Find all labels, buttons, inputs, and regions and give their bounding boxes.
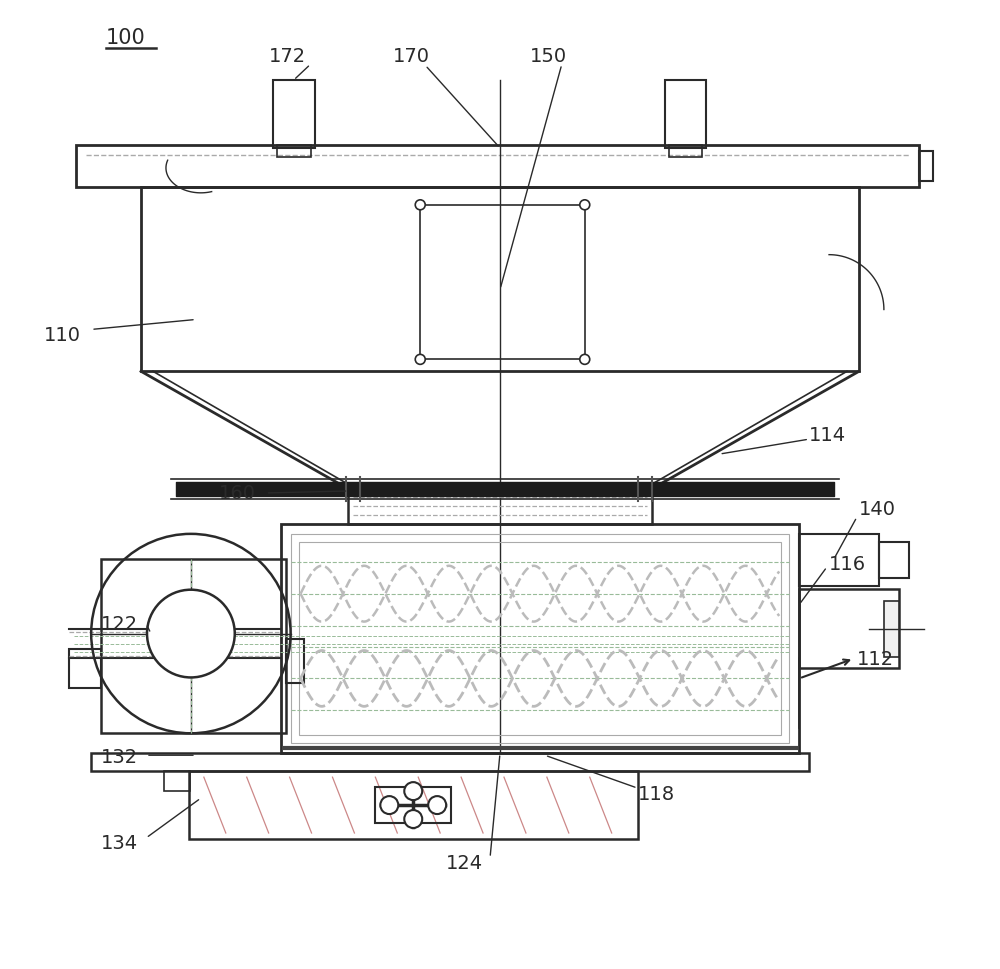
Text: 110: 110 [44, 326, 81, 345]
Text: 132: 132 [101, 747, 138, 766]
Bar [277, 145, 311, 158]
Bar [141, 188, 859, 372]
Bar [879, 543, 909, 578]
Text: 134: 134 [101, 833, 138, 853]
Bar [273, 81, 315, 149]
Bar [69, 649, 101, 689]
Bar [91, 754, 809, 771]
Circle shape [415, 201, 425, 210]
Circle shape [380, 797, 398, 814]
Text: 122: 122 [101, 614, 138, 634]
Bar [919, 152, 933, 181]
Bar [286, 639, 304, 684]
Bar [101, 559, 286, 734]
Circle shape [404, 782, 422, 800]
Circle shape [428, 797, 446, 814]
Text: 172: 172 [269, 47, 306, 66]
Text: 170: 170 [393, 47, 430, 66]
Circle shape [404, 810, 422, 828]
Text: 118: 118 [638, 784, 675, 802]
Circle shape [580, 201, 590, 210]
Bar [665, 81, 706, 149]
Bar [164, 771, 190, 792]
Bar [281, 524, 799, 754]
Bar [799, 589, 899, 669]
Bar [291, 534, 789, 743]
Bar [348, 489, 652, 524]
Circle shape [580, 355, 590, 365]
Text: 160: 160 [219, 484, 256, 503]
Bar [420, 205, 585, 360]
Bar [799, 534, 879, 586]
Bar [189, 771, 638, 839]
Circle shape [147, 590, 235, 677]
Text: 140: 140 [859, 500, 896, 518]
Bar [884, 601, 899, 657]
Text: 112: 112 [857, 649, 894, 669]
Text: 116: 116 [829, 554, 866, 574]
Bar [669, 145, 702, 158]
Text: 124: 124 [446, 854, 483, 872]
Text: 150: 150 [530, 47, 567, 66]
Bar [76, 145, 919, 188]
Text: 100: 100 [106, 28, 146, 48]
Bar [375, 788, 451, 824]
Bar [299, 543, 781, 735]
Text: 114: 114 [809, 425, 846, 444]
Circle shape [415, 355, 425, 365]
